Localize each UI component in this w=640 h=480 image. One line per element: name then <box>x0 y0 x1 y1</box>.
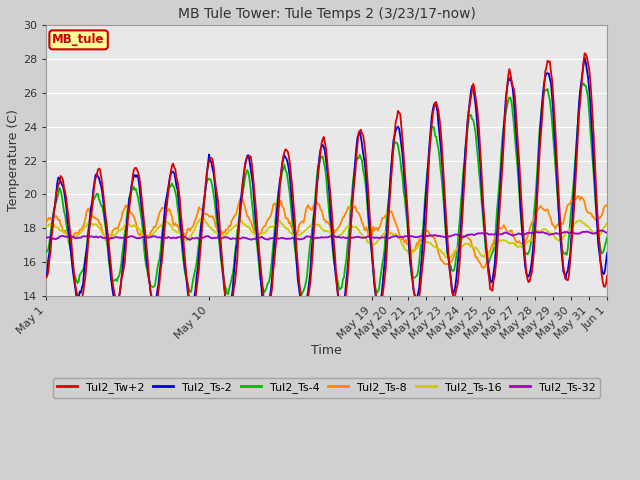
Text: MB_tule: MB_tule <box>52 34 105 47</box>
X-axis label: Time: Time <box>311 344 342 357</box>
Y-axis label: Temperature (C): Temperature (C) <box>7 109 20 212</box>
Title: MB Tule Tower: Tule Temps 2 (3/23/17-now): MB Tule Tower: Tule Temps 2 (3/23/17-now… <box>178 7 476 21</box>
Legend: Tul2_Tw+2, Tul2_Ts-2, Tul2_Ts-4, Tul2_Ts-8, Tul2_Ts-16, Tul2_Ts-32: Tul2_Tw+2, Tul2_Ts-2, Tul2_Ts-4, Tul2_Ts… <box>52 378 600 397</box>
